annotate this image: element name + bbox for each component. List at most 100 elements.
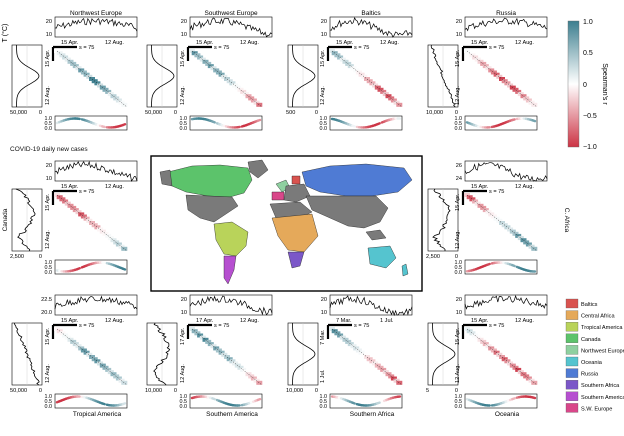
correlation-cell (207, 342, 214, 347)
date-tick-start: 15 Apr. (61, 184, 79, 190)
correlation-cell (107, 92, 114, 97)
colorbar-bar (567, 20, 580, 148)
cases-zero-tick: 0 (39, 110, 42, 116)
spearman-plot-frame (54, 259, 128, 275)
correlation-cell (531, 102, 538, 107)
spearman-segment (511, 263, 516, 268)
s-label: s = 75 (489, 189, 504, 195)
correlation-cell (80, 214, 87, 219)
temp-tick: 10 (46, 176, 52, 182)
correlation-cell (355, 348, 362, 353)
map-region-baltics (291, 175, 301, 185)
region-title: Tropical America (73, 411, 122, 418)
colorbar-tick: 0 (583, 82, 587, 89)
cases-zero-tick: 0 (315, 388, 318, 394)
correlation-cell (390, 376, 397, 381)
correlation-cell (242, 92, 249, 97)
legend-swatch (565, 310, 579, 320)
legend-label: Oceania (581, 360, 603, 366)
temperature-line (464, 162, 548, 182)
correlation-cell (86, 352, 93, 357)
correlation-cell (512, 231, 519, 236)
legend-swatch (565, 298, 579, 309)
temperature-plot-frame (329, 16, 413, 38)
correlation-cell (499, 221, 505, 225)
correlation-cell (89, 355, 95, 359)
temp-tick: 10 (456, 32, 462, 38)
region-title: Northwest Europe (70, 10, 122, 17)
map-region-oceania (367, 245, 397, 269)
window-bracket (51, 323, 77, 339)
map-new-zealand (401, 263, 409, 277)
cases-zero-tick: 0 (455, 110, 458, 116)
correlation-cell (525, 98, 532, 103)
cases-tick: 5 (426, 388, 429, 394)
s-label: s = 75 (79, 189, 94, 195)
correlation-cell (347, 342, 354, 347)
spearman-segment (531, 396, 537, 400)
correlation-cell (67, 203, 74, 208)
temperature-plot-frame (54, 16, 138, 38)
legend-label: Northwest Europe (581, 348, 624, 354)
date-tick-start: 15 Apr. (61, 40, 79, 46)
correlation-cell (229, 359, 236, 364)
window-bracket (461, 323, 487, 339)
correlation-cell (374, 363, 381, 368)
correlation-cell (490, 214, 497, 219)
map-europe-other (283, 183, 311, 203)
spearman-segment (511, 397, 516, 401)
correlation-cell (115, 98, 122, 103)
correlation-cell (59, 53, 66, 58)
temperature-line (54, 160, 138, 182)
spearman-plot-frame (329, 115, 403, 131)
cases-tick: 50,000 (10, 110, 27, 116)
spearman-segment (101, 125, 106, 129)
correlation-cell (512, 365, 519, 370)
correlation-cell (390, 98, 397, 103)
temp-tick: 20.0 (41, 310, 52, 316)
spearman-segment (256, 397, 262, 402)
correlation-cell (194, 53, 201, 58)
r-tick: 0.0 (45, 270, 53, 276)
correlation-cell (342, 337, 349, 342)
legend: Baltics Central Africa Tropical America Can… (565, 298, 624, 413)
correlation-cell (202, 59, 209, 64)
correlation-cell (509, 229, 516, 234)
date-tick-vertical-start: 15 Apr. (45, 193, 51, 211)
r-tick: 1.0 (180, 394, 188, 400)
date-tick-start: 15 Apr. (336, 40, 354, 46)
correlation-cell (474, 201, 481, 206)
correlation-cell (488, 212, 495, 217)
correlation-cell (339, 57, 346, 62)
date-tick-vertical-start: 7 Mar. (320, 329, 326, 345)
date-tick-start: 17 Apr. (196, 318, 214, 324)
temperature-plot-frame (329, 294, 413, 316)
correlation-cell (64, 335, 71, 340)
region-title: Southwest Europe (204, 10, 258, 17)
date-tick-vertical-end: 12 Aug. (45, 364, 51, 383)
date-tick-start: 15 Apr. (471, 318, 489, 324)
correlation-cell (504, 225, 511, 230)
correlation-cell (94, 81, 101, 86)
r-tick: 0.5 (320, 121, 328, 127)
cases-tick: 2,500 (10, 254, 24, 260)
r-tick: 1.0 (455, 116, 463, 122)
cases-zero-tick: 0 (455, 388, 458, 394)
temp-tick: 20 (456, 19, 462, 25)
correlation-cell (385, 372, 392, 377)
correlation-cell (369, 81, 376, 86)
temperature-line (464, 17, 548, 32)
correlation-cell (496, 218, 503, 223)
cases-tick: 10,000 (145, 388, 162, 394)
cases-line (432, 188, 451, 251)
map-alaska (159, 169, 173, 187)
world-map (150, 155, 423, 292)
correlation-cell (488, 68, 495, 73)
correlation-cell (72, 208, 79, 213)
temp-axis-label: T (°C) (1, 24, 9, 43)
r-tick: 0.5 (455, 121, 463, 127)
